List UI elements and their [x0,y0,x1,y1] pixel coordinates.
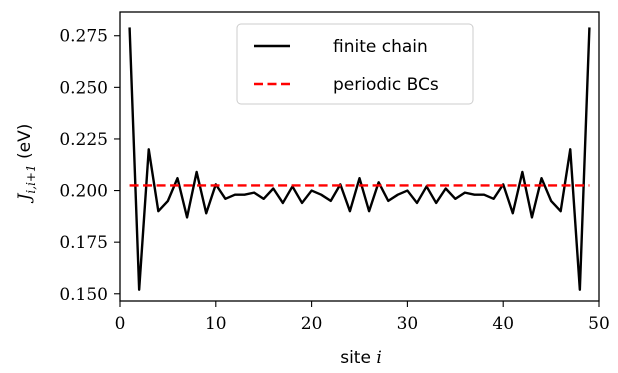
y-tick-label: 0.225 [59,130,108,150]
x-tick-label: 20 [301,314,323,334]
x-tick-label: 10 [205,314,227,334]
y-tick-label: 0.275 [59,27,108,47]
x-axis-label: site i [340,348,382,368]
axes-frame [119,11,600,302]
legend: finite chain periodic BCs [236,23,474,105]
y-tick-label: 0.200 [59,182,108,202]
legend-label-periodic-bcs: periodic BCs [333,75,439,95]
y-axis-label: Ji,i+1 (eV) [15,124,38,204]
x-tick-label: 0 [115,314,126,334]
legend-box [236,23,474,105]
x-tick-label: 30 [397,314,419,334]
x-tick-label: 50 [588,314,610,334]
x-tick-label: 40 [492,314,514,334]
y-tick-label: 0.250 [59,78,108,98]
y-tick-label: 0.175 [59,233,108,253]
plot-area [128,27,591,291]
series-line-finite-chain [128,27,591,291]
legend-label-finite-chain: finite chain [333,37,428,57]
axis-ticks: 0 10 20 30 40 50 0.150 0.175 0.200 0.225 0.250 0.27… [59,27,609,334]
y-tick-label: 0.150 [59,285,108,305]
